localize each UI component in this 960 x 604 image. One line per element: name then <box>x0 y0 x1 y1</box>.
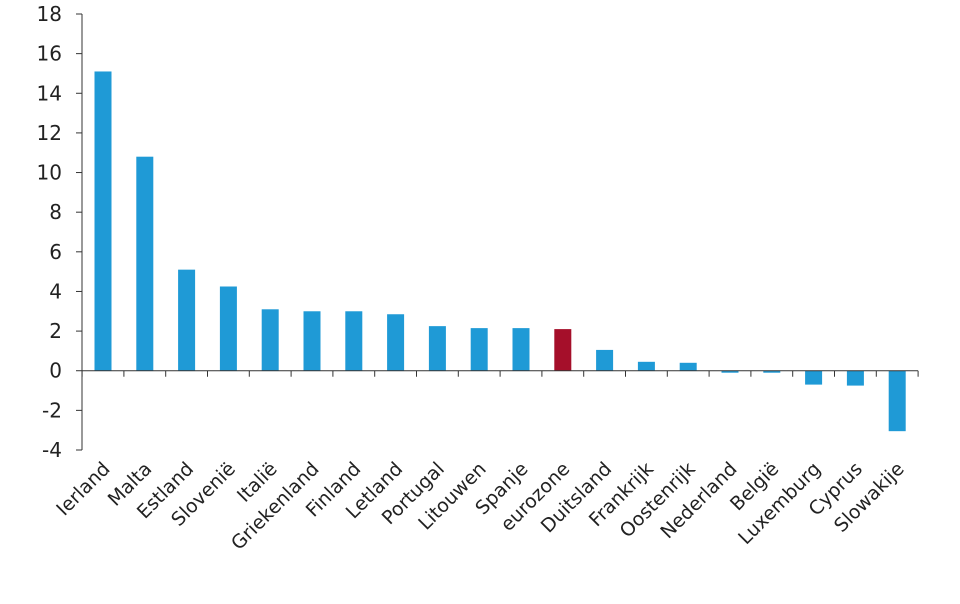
y-tick-label: -2 <box>42 398 62 422</box>
y-tick-label: 2 <box>49 319 62 343</box>
bar-duitsland <box>596 349 614 371</box>
bar-frankrijk <box>637 361 655 371</box>
y-tick-label: 8 <box>49 200 62 224</box>
x-tick-label: Ierland <box>52 458 114 520</box>
bar-griekenland <box>303 311 321 371</box>
bar-cyprus <box>846 370 864 386</box>
y-tick-label: 18 <box>37 2 62 26</box>
y-tick-label: 0 <box>49 359 62 383</box>
bar-litouwen <box>470 328 488 371</box>
bar-letland <box>387 314 405 371</box>
y-tick-label: 10 <box>37 161 62 185</box>
y-tick-label: 12 <box>37 121 62 145</box>
bar-luxemburg <box>805 370 823 385</box>
bar-oostenrijk <box>679 362 697 371</box>
bar-estland <box>178 269 196 371</box>
bar-itali- <box>261 309 279 371</box>
bar-ierland <box>94 71 112 371</box>
y-tick-label: 6 <box>49 240 62 264</box>
bar-sloveni- <box>219 286 237 371</box>
bar-belgi- <box>763 370 781 373</box>
bar-nederland <box>721 370 739 373</box>
y-tick-label: 14 <box>37 81 62 105</box>
bar-eurozone <box>554 329 572 371</box>
y-tick-label: -4 <box>42 438 62 462</box>
bar-slowakije <box>888 370 906 432</box>
bar-portugal <box>428 326 446 371</box>
bar-finland <box>345 311 363 371</box>
y-tick-label: 16 <box>37 42 62 66</box>
bar-spanje <box>512 328 530 371</box>
y-tick-label: 4 <box>49 279 62 303</box>
bar-malta <box>136 156 154 371</box>
